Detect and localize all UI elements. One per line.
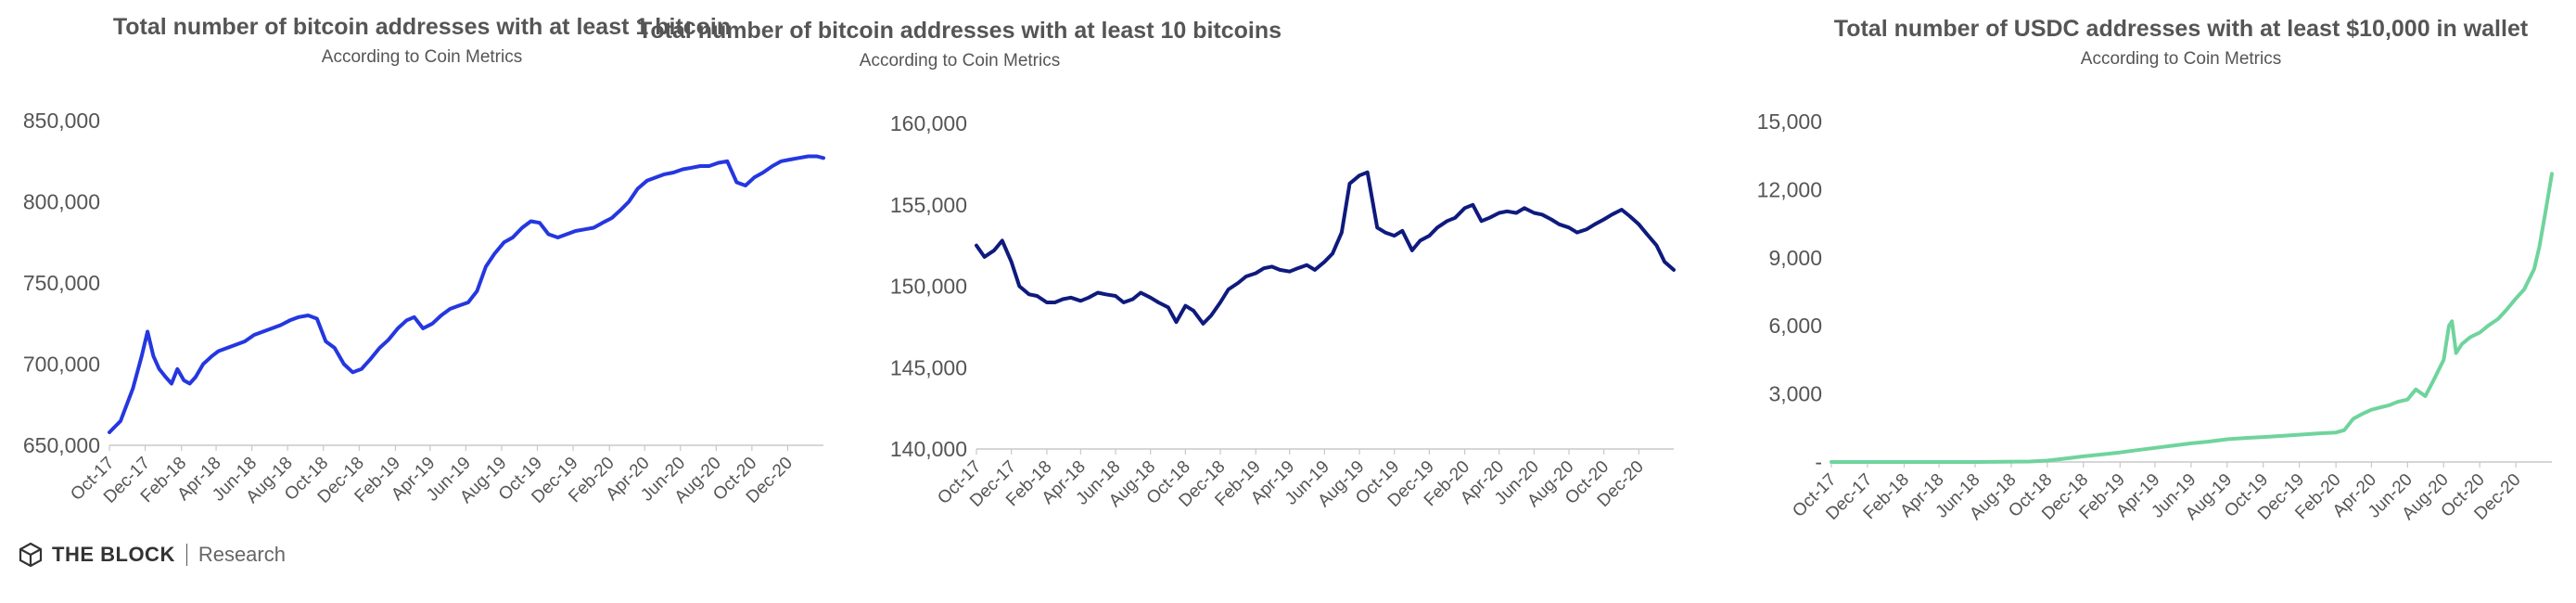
y-tick-label: 700,000 [23, 353, 100, 377]
y-tick-label: 9,000 [1768, 246, 1822, 270]
chart-subtitle: According to Coin Metrics [2081, 49, 2281, 69]
chart-subtitle: According to Coin Metrics [322, 47, 522, 67]
brand-divider [185, 544, 187, 566]
y-tick-label: - [1815, 450, 1822, 474]
chart-title: Total number of USDC addresses with at l… [1834, 16, 2529, 42]
y-tick-label: 800,000 [23, 190, 100, 214]
brand-logo: THE BLOCK Research [19, 536, 286, 573]
y-tick-label: 12,000 [1757, 177, 1822, 201]
y-tick-label: 15,000 [1757, 109, 1822, 134]
y-tick-label: 650,000 [23, 433, 100, 457]
series-line-1 [1830, 172, 2554, 464]
y-tick-label: 150,000 [890, 275, 967, 299]
brand-name: THE BLOCK [52, 543, 175, 566]
chart-1: Total number of bitcoin addresses with a… [23, 14, 825, 507]
y-tick-label: 850,000 [23, 109, 100, 133]
y-tick-label: 750,000 [23, 271, 100, 295]
series-line-1 [108, 154, 825, 434]
y-tick-label: 6,000 [1768, 314, 1822, 338]
chart-subtitle: According to Coin Metrics [860, 51, 1060, 71]
y-tick-label: 140,000 [890, 437, 967, 461]
chart-title: Total number of bitcoin addresses with a… [638, 18, 1282, 44]
chart-2: Total number of bitcoin addresses with a… [638, 18, 1676, 511]
y-tick-label: 155,000 [890, 193, 967, 217]
y-tick-label: 3,000 [1768, 382, 1822, 406]
chart-3: Total number of USDC addresses with at l… [1757, 16, 2554, 524]
series-line-1 [975, 170, 1676, 326]
y-tick-label: 145,000 [890, 355, 967, 379]
brand-tagline: Research [198, 543, 286, 566]
y-tick-label: 160,000 [890, 111, 967, 135]
chart-title: Total number of bitcoin addresses with a… [113, 14, 731, 40]
cube-icon [19, 542, 43, 568]
